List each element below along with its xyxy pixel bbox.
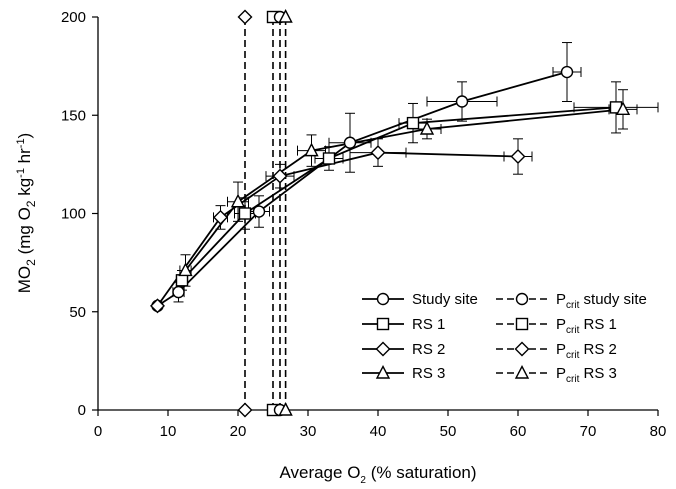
legend-marker (375, 341, 391, 357)
data-point-diamond (510, 149, 526, 165)
x-axis-title: Average O2 (% saturation) (279, 463, 476, 486)
y-tick-label: 200 (61, 9, 86, 26)
series-line (184, 108, 624, 272)
legend-label: Pcrit study site (556, 291, 647, 311)
data-point-diamond (213, 209, 228, 225)
data-point-triangle (615, 101, 631, 116)
x-tick-label: 50 (440, 423, 457, 440)
y-tick-label: 150 (61, 107, 86, 124)
x-tick-label: 10 (160, 423, 177, 440)
x-tick-label: 0 (94, 423, 102, 440)
legend-label: RS 2 (412, 341, 445, 358)
legend-label: Pcrit RS 3 (556, 365, 617, 385)
data-point-circle (252, 205, 266, 218)
legend-marker (514, 341, 530, 357)
data-point-square (238, 207, 252, 220)
data-point-triangle (304, 142, 319, 157)
series-line (156, 151, 519, 307)
data-point-circle (560, 65, 574, 79)
legend-label: RS 1 (412, 316, 445, 333)
legend-marker (514, 364, 530, 379)
y-tick-label: 100 (61, 206, 86, 223)
legend-marker (375, 364, 391, 379)
data-point-diamond (150, 298, 165, 314)
data-point-circle (343, 136, 357, 149)
data-point-circle (172, 285, 185, 299)
series-line (157, 71, 568, 307)
series-line (181, 106, 617, 281)
legend-marker (515, 317, 529, 331)
x-tick-label: 20 (230, 423, 247, 440)
x-tick-label: 80 (650, 423, 667, 440)
pcrit-marker-bottom (237, 402, 253, 418)
legend-marker (376, 292, 390, 306)
data-point-square (175, 274, 189, 287)
legend: Study site RS 1 RS 2 RS 3 Pcrit study site Pc… (362, 291, 647, 385)
y-tick-label: 50 (69, 304, 86, 321)
pcrit-marker-top (278, 8, 293, 23)
data-point-triangle (178, 262, 193, 277)
data-point-diamond (272, 168, 288, 184)
data-point-circle (455, 95, 469, 108)
x-tick-label: 60 (510, 423, 527, 440)
legend-label: Pcrit RS 2 (556, 341, 617, 361)
x-tick-label: 70 (580, 423, 597, 440)
legend-label: Study site (412, 291, 478, 308)
legend-marker (376, 317, 390, 331)
plot-area: 0 10 20 30 40 50 60 70 80 0 50 100 150 200 (61, 8, 667, 440)
y-axis-title: MO2 (mg O2 kg-1 hr-1) (15, 133, 38, 293)
data-point-triangle (230, 193, 246, 208)
legend-label: RS 3 (412, 365, 445, 382)
data-point-triangle (419, 120, 435, 135)
legend-label: Pcrit RS 1 (556, 316, 617, 336)
x-tick-label: 30 (300, 423, 317, 440)
data-point-square (406, 116, 420, 130)
pcrit-marker-top (237, 9, 253, 25)
data-point-square (322, 152, 336, 165)
pcrit-marker-bottom (278, 401, 293, 416)
x-tick-label: 40 (370, 423, 387, 440)
data-point-diamond (370, 145, 386, 161)
y-tick-label: 0 (78, 402, 86, 419)
legend-marker (515, 292, 529, 306)
